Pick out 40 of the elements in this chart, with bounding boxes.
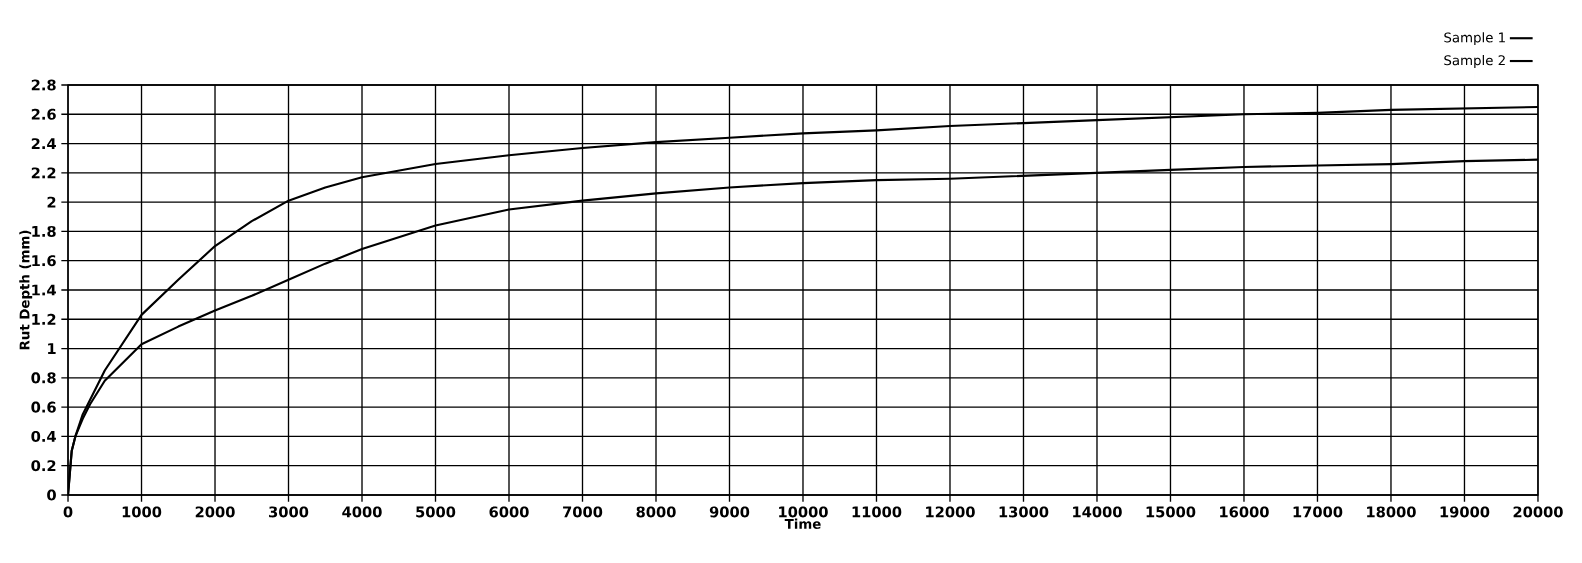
y-tick-label: 0.2 (31, 460, 56, 472)
x-axis-title: Time (784, 518, 821, 529)
y-tick-label: 2.6 (31, 108, 56, 120)
y-tick-label: 1.4 (32, 284, 56, 296)
x-tick-label: 4000 (342, 506, 382, 518)
y-tick-label: 2 (47, 196, 56, 208)
x-tick-label: 17000 (1293, 506, 1343, 518)
y-tick-label: 0.8 (31, 372, 56, 384)
legend-label: Sample 2 (1444, 54, 1505, 68)
y-tick-label: 2.2 (31, 167, 56, 179)
x-tick-label: 2000 (195, 506, 235, 518)
x-tick-label: 14000 (1073, 506, 1122, 518)
legend-label: Sample 1 (1444, 32, 1505, 46)
y-tick-label: 1.6 (32, 255, 56, 267)
x-tick-label: 9000 (709, 506, 750, 518)
x-tick-label: 10000 (779, 506, 828, 518)
x-tick-label: 13000 (999, 506, 1049, 518)
y-tick-label: 1 (48, 343, 56, 354)
x-tick-label: 15000 (1146, 506, 1196, 518)
y-tick-label: 0.6 (31, 401, 56, 413)
x-tick-label: 0 (63, 506, 73, 518)
y-tick-label: 1.8 (32, 225, 56, 237)
y-tick-label: 0.4 (31, 430, 56, 442)
x-tick-label: 11000 (852, 506, 902, 518)
y-tick-label: 1.2 (32, 313, 56, 325)
x-tick-label: 7000 (563, 506, 603, 518)
x-tick-label: 5000 (416, 506, 456, 518)
x-tick-label: 18000 (1367, 506, 1416, 518)
x-tick-label: 16000 (1220, 506, 1269, 518)
y-tick-label: 2.4 (31, 138, 56, 150)
x-tick-label: 3000 (269, 506, 309, 518)
x-tick-label: 6000 (489, 506, 529, 518)
x-tick-label: 19000 (1440, 506, 1490, 518)
y-axis-title: Rut Depth (mm) (19, 230, 33, 350)
x-tick-label: 1000 (122, 506, 162, 518)
x-tick-label: 12000 (926, 506, 975, 518)
y-tick-label: 0 (47, 489, 56, 501)
x-tick-label: 8000 (636, 506, 676, 518)
y-tick-label: 2.8 (31, 79, 56, 91)
x-tick-label: 20000 (1513, 506, 1563, 518)
